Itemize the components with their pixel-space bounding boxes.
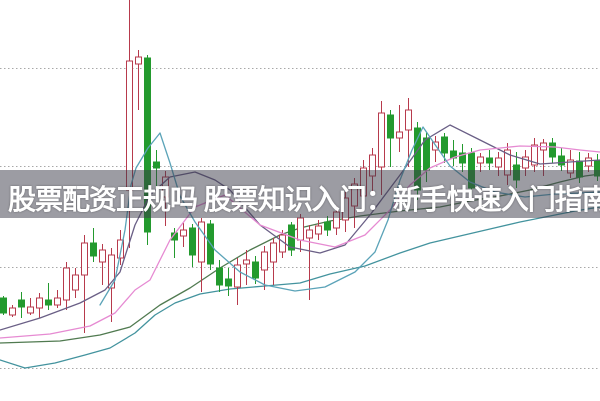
candle-body-up: [405, 109, 412, 131]
candle-body-up: [531, 144, 538, 166]
ma-slate-purple: [0, 124, 600, 331]
candle-body-up: [108, 254, 115, 289]
candle-body-up: [495, 157, 502, 168]
candle-body-up: [63, 267, 70, 301]
candle-body-down: [324, 221, 331, 231]
candle-body-down: [423, 137, 430, 171]
candle-body-down: [441, 136, 448, 154]
candle-body-up: [270, 242, 277, 263]
candle-body-up: [198, 221, 205, 263]
candle-body-up: [585, 157, 592, 167]
candle-body-up: [234, 264, 241, 288]
candle-body-up: [54, 297, 61, 306]
candle-body-up: [522, 156, 529, 169]
candle-body-up: [36, 297, 43, 309]
candle-body-down: [189, 227, 196, 256]
candle-body-up: [27, 306, 34, 314]
title-overlay-banner: 股票配资正规吗 股票知识入门：新手快速入门指南: [0, 170, 600, 218]
candle-body-down: [549, 142, 556, 158]
overlay-title: 股票配资正规吗 股票知识入门：新手快速入门指南: [8, 184, 600, 215]
candle-body-up: [297, 217, 304, 241]
candle-body-up: [180, 229, 187, 237]
ma-pink: [0, 145, 600, 339]
candle-body-up: [396, 131, 403, 139]
candle-body-down: [153, 161, 160, 169]
candle-body-down: [225, 278, 232, 287]
candle-body-up: [261, 251, 268, 271]
candle-body-down: [216, 267, 223, 286]
candle-body-down: [252, 261, 259, 279]
candle-body-down: [486, 157, 493, 164]
candle-body-up: [306, 229, 313, 239]
candle-body-up: [315, 225, 322, 235]
candle-body-up: [72, 274, 79, 291]
candle-body-up: [117, 239, 124, 259]
candle-body-up: [99, 249, 106, 263]
candle-body-down: [90, 242, 97, 257]
ma-teal-slow: [0, 206, 600, 369]
candle-body-up: [243, 259, 250, 265]
candle-body-up: [135, 56, 142, 65]
candle-body-down: [18, 299, 25, 308]
candle-body-down: [558, 155, 565, 166]
candle-body-up: [9, 307, 16, 316]
candle-body-up: [81, 242, 88, 276]
candle-body-up: [477, 156, 484, 164]
candle-body-down: [45, 299, 52, 306]
candle-body-down: [0, 297, 7, 314]
candle-body-up: [378, 112, 385, 168]
candle-body-down: [387, 114, 394, 139]
candle-body-down: [459, 152, 466, 164]
